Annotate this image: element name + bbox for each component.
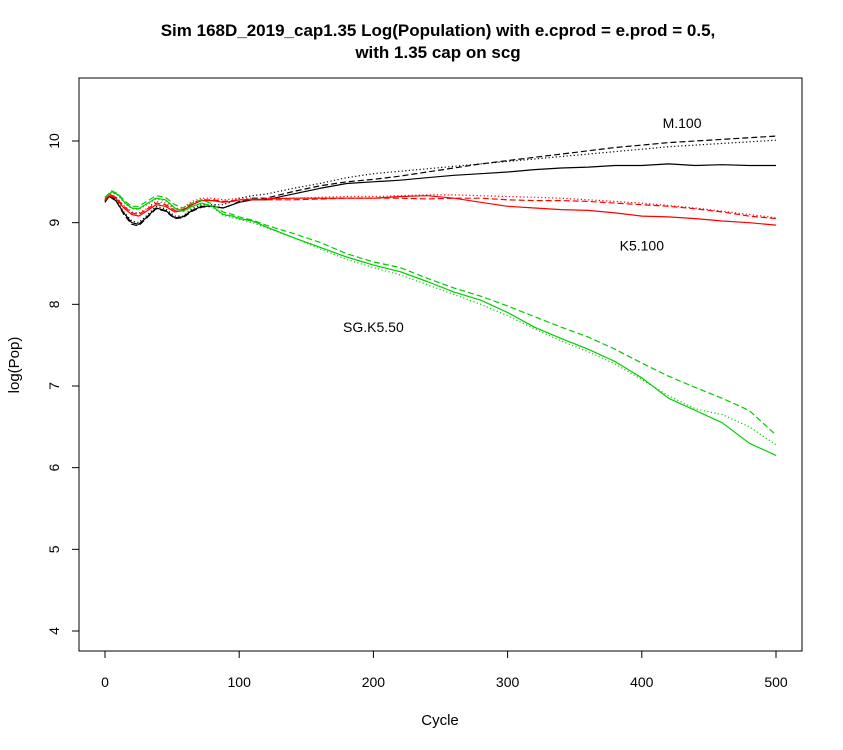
y-tick-label: 6 [46, 464, 62, 472]
x-tick-label: 500 [764, 674, 788, 690]
series-line-red-dashed [104, 193, 777, 220]
annotation-label: M.100 [663, 115, 702, 131]
y-axis-title: log(Pop) [6, 337, 23, 394]
x-tick-label: 200 [362, 674, 386, 690]
chart-title: Sim 168D_2019_cap1.35 Log(Population) wi… [161, 21, 716, 40]
x-axis: 0 100 200 300 400 500 [101, 650, 788, 690]
x-axis-title: Cycle [421, 712, 459, 729]
y-tick-label: 10 [46, 133, 62, 149]
y-tick-label: 9 [46, 219, 62, 227]
series-line-black-dashed [104, 135, 777, 227]
annotation-label: SG.K5.50 [343, 319, 404, 335]
series-line-green-dashed [104, 190, 777, 436]
x-tick-label: 300 [496, 674, 520, 690]
series-line-black-dotted [104, 139, 777, 224]
x-tick-label: 400 [630, 674, 654, 690]
chart-subtitle: with 1.35 cap on scg [354, 43, 520, 62]
annotation-layer: M.100 K5.100 SG.K5.50 [343, 115, 702, 335]
series-line-green-solid [104, 191, 777, 456]
y-tick-label: 7 [46, 382, 62, 390]
x-tick-label: 100 [228, 674, 252, 690]
annotation-label: K5.100 [620, 238, 665, 254]
y-tick-label: 4 [46, 627, 62, 635]
y-tick-label: 8 [46, 300, 62, 308]
y-axis: 4 5 6 7 8 9 10 [46, 133, 80, 635]
plot-frame [78, 77, 803, 652]
series-line-red-dotted [104, 193, 777, 219]
x-tick-label: 0 [101, 674, 109, 690]
series-line-green-dotted [104, 191, 777, 446]
series-layer [104, 135, 777, 456]
series-line-black-solid [104, 163, 776, 225]
y-tick-label: 5 [46, 545, 62, 553]
